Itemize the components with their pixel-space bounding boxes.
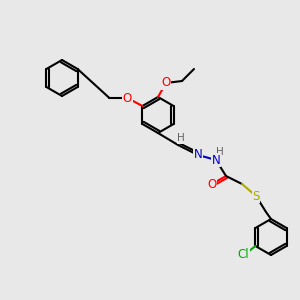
Text: H: H: [216, 147, 224, 157]
Text: N: N: [194, 148, 202, 161]
Text: S: S: [252, 190, 260, 202]
Text: O: O: [123, 92, 132, 104]
Text: N: N: [212, 154, 220, 166]
Text: O: O: [207, 178, 217, 190]
Text: Cl: Cl: [238, 248, 249, 260]
Text: H: H: [177, 133, 185, 143]
Text: O: O: [161, 76, 171, 89]
